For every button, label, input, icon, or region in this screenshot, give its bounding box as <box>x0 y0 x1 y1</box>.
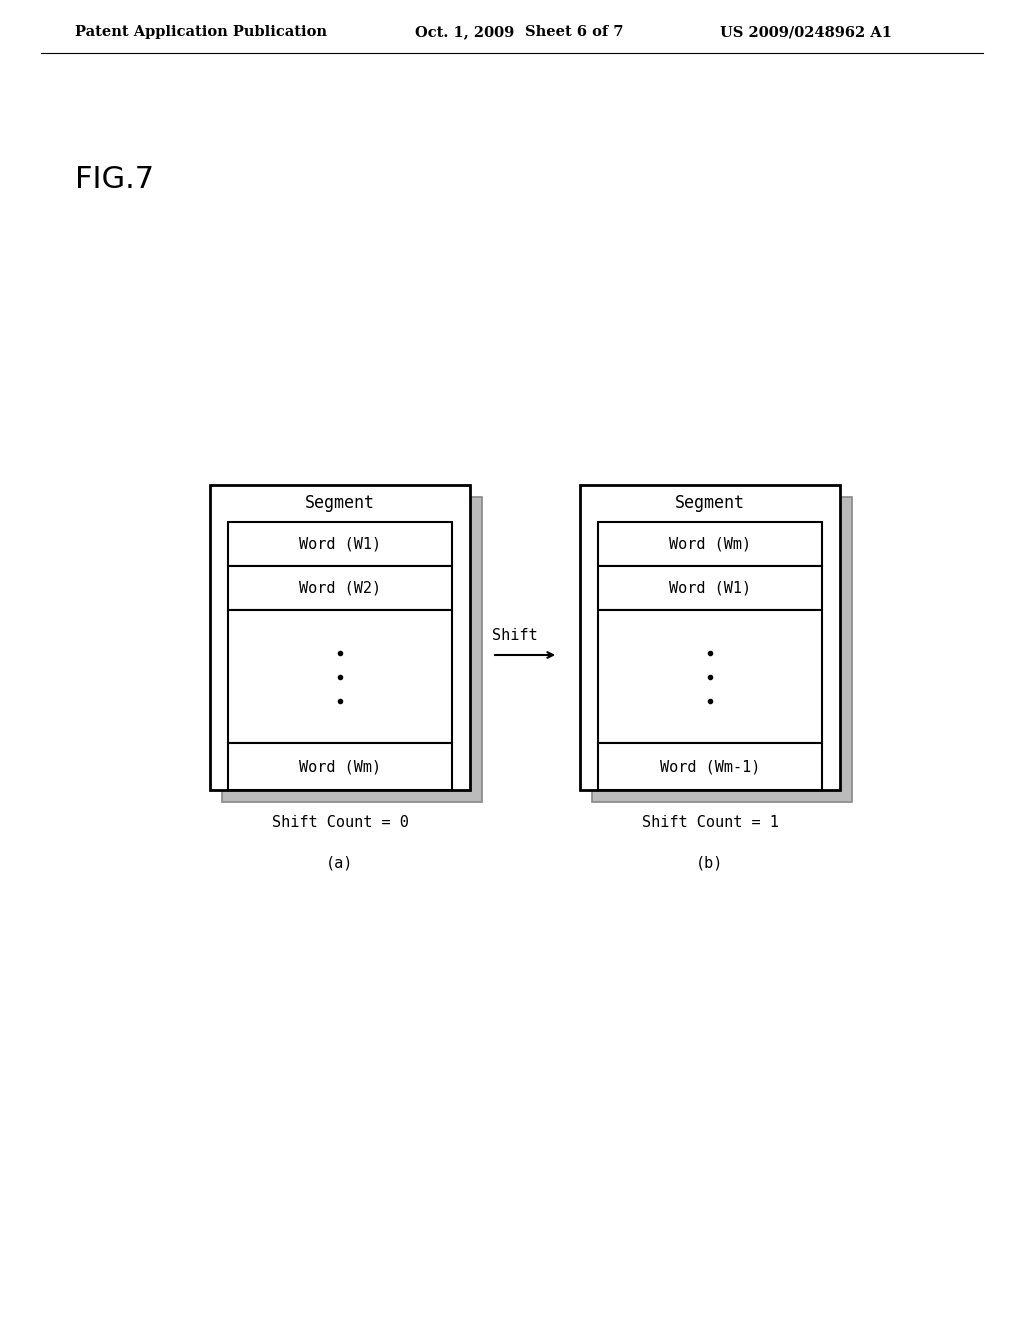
Text: Segment: Segment <box>305 494 375 512</box>
Text: Shift Count = 1: Shift Count = 1 <box>642 814 778 830</box>
Text: Sheet 6 of 7: Sheet 6 of 7 <box>525 25 624 40</box>
Text: FIG.7: FIG.7 <box>75 165 155 194</box>
Bar <box>598 610 822 743</box>
Bar <box>598 521 822 566</box>
Text: Word (Wm-1): Word (Wm-1) <box>659 759 760 774</box>
Text: Word (W1): Word (W1) <box>669 581 751 595</box>
Bar <box>228 566 452 610</box>
Bar <box>580 484 840 789</box>
Text: Word (W2): Word (W2) <box>299 581 381 595</box>
Text: (a): (a) <box>327 855 353 870</box>
Bar <box>598 566 822 610</box>
Text: Word (Wm): Word (Wm) <box>299 759 381 774</box>
Text: Oct. 1, 2009: Oct. 1, 2009 <box>415 25 514 40</box>
Text: Shift: Shift <box>493 628 538 643</box>
Bar <box>598 743 822 789</box>
Text: Word (W1): Word (W1) <box>299 536 381 552</box>
Bar <box>228 743 452 789</box>
Text: (b): (b) <box>696 855 724 870</box>
Text: Word (Wm): Word (Wm) <box>669 536 751 552</box>
Bar <box>592 498 852 803</box>
Bar <box>210 484 470 789</box>
Text: Shift Count = 0: Shift Count = 0 <box>271 814 409 830</box>
Text: Patent Application Publication: Patent Application Publication <box>75 25 327 40</box>
Bar <box>228 521 452 566</box>
Text: Segment: Segment <box>675 494 745 512</box>
Bar <box>222 498 482 803</box>
Text: US 2009/0248962 A1: US 2009/0248962 A1 <box>720 25 892 40</box>
Bar <box>228 610 452 743</box>
